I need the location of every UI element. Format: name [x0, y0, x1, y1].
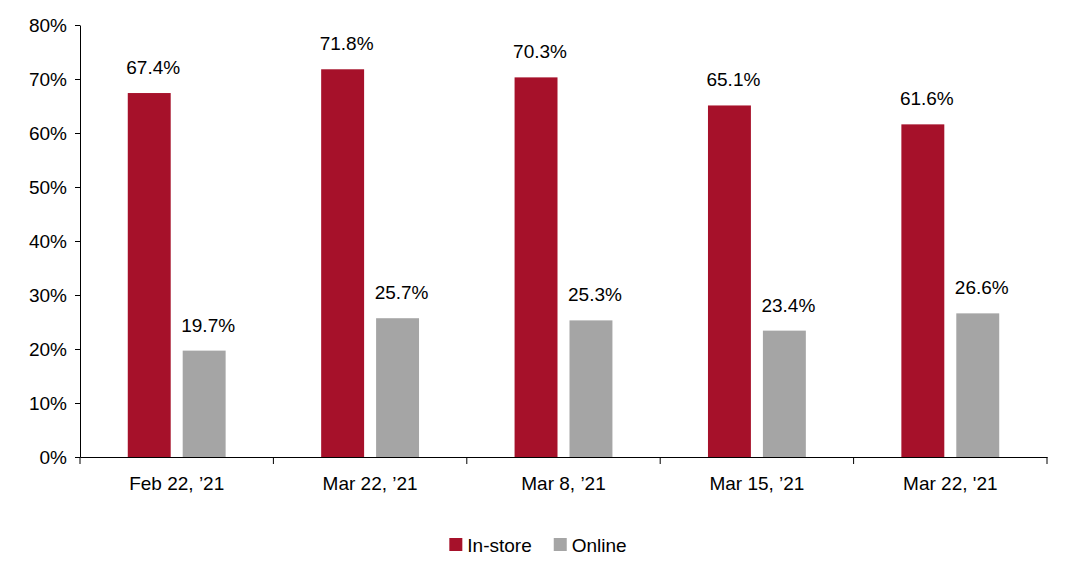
tick-label: 30% [29, 285, 67, 306]
tick-label: 20% [29, 339, 67, 360]
legend-swatch [554, 538, 567, 551]
category-separator [660, 457, 661, 464]
tick: 30% [29, 285, 80, 306]
tick-mark [75, 457, 80, 458]
data-label: 19.7% [181, 315, 235, 336]
data-label: 70.3% [513, 41, 567, 62]
tick-mark [75, 187, 80, 188]
data-label: 71.8% [320, 33, 374, 54]
data-label: 25.3% [568, 284, 622, 305]
tick-mark [75, 133, 80, 134]
tick: 10% [29, 393, 80, 414]
tick-label: 60% [29, 123, 67, 144]
bar [321, 69, 364, 457]
tick-mark [75, 25, 80, 26]
axis-line [81, 457, 1048, 458]
tick: 20% [29, 339, 80, 360]
category-separator [273, 457, 274, 464]
chart: 67.4% 71.8% 70.3% 65.1% 61.6% 19.7% 25.7% 25.3%… [0, 0, 1076, 572]
data-label: 65.1% [706, 69, 760, 90]
tick-label: Mar 8, ’21 [521, 473, 605, 494]
legend-label: In-store [467, 535, 531, 556]
plot: 67.4% 71.8% 70.3% 65.1% 61.6% 19.7% 25.7% 25.3%… [29, 15, 1048, 495]
tick: 50% [29, 177, 80, 198]
tick: Mar 15, ’21 [709, 457, 804, 494]
tick-label: Mar 15, ’21 [709, 473, 804, 494]
category-separator [80, 457, 81, 464]
tick-mark [75, 403, 80, 404]
tick-mark [75, 295, 80, 296]
bar [901, 124, 944, 457]
tick: Mar 22, ’21 [323, 457, 418, 494]
bar [569, 320, 612, 457]
data-label: 67.4% [126, 57, 180, 78]
tick-label: 80% [29, 15, 67, 36]
tick-label: Mar 22, ’21 [323, 473, 418, 494]
data-labels: 67.4% 71.8% 70.3% 65.1% 61.6% 19.7% 25.7% 25.3%… [126, 33, 1009, 335]
tick: 40% [29, 231, 80, 252]
bar [763, 331, 806, 457]
tick: Feb 22, ’21 [129, 457, 224, 494]
category-separators [80, 457, 1047, 464]
x-axis: Feb 22, ’21 Mar 22, ’21 Mar 8, ’21 Mar 15, … [80, 457, 1048, 494]
tick-label: 50% [29, 177, 67, 198]
tick: Mar 8, ’21 [521, 457, 605, 494]
tick-label: 40% [29, 231, 67, 252]
tick-label: Mar 22, '21 [903, 473, 997, 494]
legend-swatch [449, 538, 462, 551]
tick: Mar 22, '21 [903, 457, 997, 494]
bar [376, 318, 419, 457]
tick: 80% [29, 15, 80, 36]
category-separator [1047, 457, 1048, 464]
tick-label: 0% [40, 447, 68, 468]
y-axis: 0% 10% 20% 30% 40% 50% 60% 70% 80% [29, 15, 81, 468]
legend-item: Online [554, 535, 627, 556]
bar [515, 77, 558, 457]
legend-label: Online [572, 535, 627, 556]
data-label: 61.6% [900, 88, 954, 109]
legend: In-store Online [449, 535, 626, 556]
axis-line [80, 26, 81, 458]
tick: 70% [29, 69, 80, 90]
tick-mark [75, 349, 80, 350]
data-label: 26.6% [955, 277, 1009, 298]
bar [708, 105, 751, 457]
tick-mark [75, 79, 80, 80]
series [183, 313, 1000, 457]
tick-mark [75, 241, 80, 242]
data-label: 23.4% [761, 295, 815, 316]
category-separator [466, 457, 467, 464]
tick: 60% [29, 123, 80, 144]
tick: 0% [40, 447, 80, 468]
legend-item: In-store [449, 535, 531, 556]
tick-label: 70% [29, 69, 67, 90]
data-label: 25.7% [375, 282, 429, 303]
bar [183, 351, 226, 457]
bar [128, 93, 171, 457]
tick-label: Feb 22, ’21 [129, 473, 224, 494]
bar [956, 313, 999, 457]
tick-label: 10% [29, 393, 67, 414]
series [128, 69, 945, 457]
bars [128, 69, 999, 457]
category-separator [853, 457, 854, 464]
